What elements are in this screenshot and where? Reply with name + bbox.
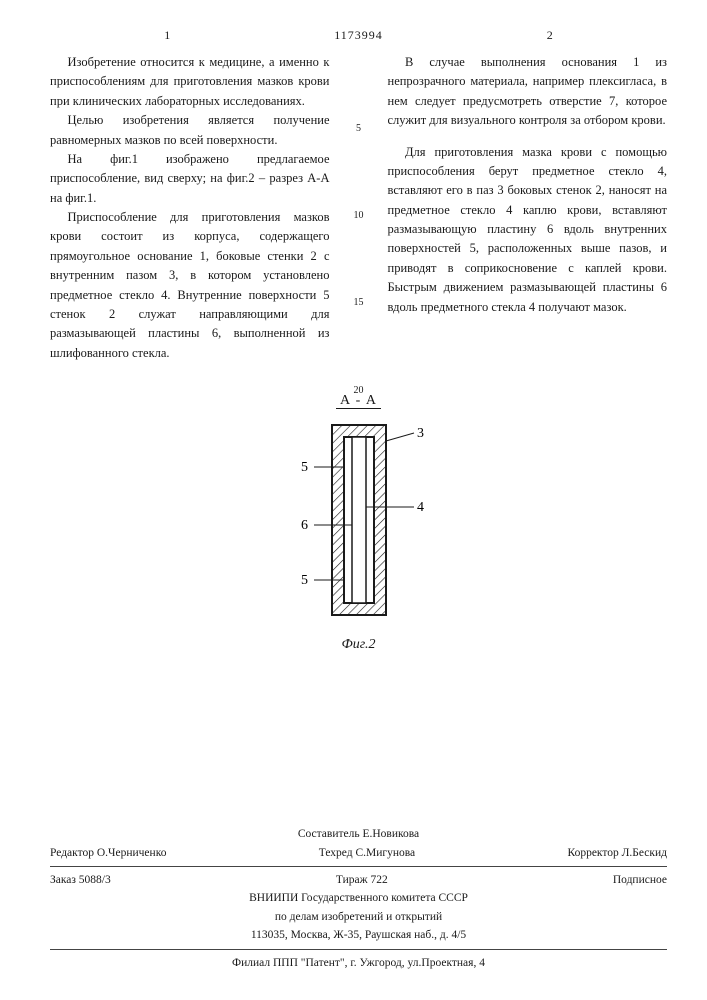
col-num-left: 1 xyxy=(50,28,284,43)
ref-5b: 5 xyxy=(301,573,308,588)
signed: Подписное xyxy=(613,871,667,889)
org-line1: ВНИИПИ Государственного комитета СССР xyxy=(50,889,667,907)
line-num: 20 xyxy=(348,383,370,399)
para: Для приготовления мазка крови с помощью … xyxy=(388,143,668,317)
print-row: Заказ 5088/3 Тираж 722 Подписное xyxy=(50,871,667,889)
figure-caption: Фиг.2 xyxy=(50,637,667,653)
order-no: Заказ 5088/3 xyxy=(50,871,111,889)
ref-4: 4 xyxy=(417,500,424,515)
line-num: 5 xyxy=(348,121,370,137)
divider xyxy=(50,866,667,867)
para: На фиг.1 изображено предлагаемое приспос… xyxy=(50,150,330,208)
line-num: 15 xyxy=(348,295,370,311)
editor: Редактор О.Черниченко xyxy=(50,844,166,862)
line-number-gutter: 5 10 15 20 xyxy=(348,53,370,363)
line-num: 10 xyxy=(348,208,370,224)
page: 1 1173994 2 Изобретение относится к меди… xyxy=(0,0,707,1000)
left-column: Изобретение относится к медицине, а имен… xyxy=(50,53,330,363)
header: 1 1173994 2 xyxy=(50,28,667,43)
right-column: В случае выполнения основания 1 из непро… xyxy=(388,53,668,363)
print-run: Тираж 722 xyxy=(336,871,388,889)
ref-3: 3 xyxy=(417,426,424,441)
para: Изобретение относится к медицине, а имен… xyxy=(50,53,330,111)
org-line2: по делам изобретений и открытий xyxy=(50,908,667,926)
tech-editor: Техред С.Мигунова xyxy=(319,844,415,862)
footer: Составитель Е.Новикова Редактор О.Чернич… xyxy=(50,825,667,972)
ref-6: 6 xyxy=(301,518,308,533)
figure: А - А 3 5 4 6 5 Фиг. xyxy=(50,393,667,653)
compiler: Составитель Е.Новикова xyxy=(50,825,667,843)
para: Целью изобретения является получение рав… xyxy=(50,111,330,150)
figure-svg: 3 5 4 6 5 xyxy=(284,415,434,625)
col-num-right: 2 xyxy=(433,28,667,43)
corrector: Корректор Л.Бескид xyxy=(567,844,667,862)
patent-number: 1173994 xyxy=(284,28,432,43)
address: 113035, Москва, Ж-35, Раушская наб., д. … xyxy=(50,926,667,944)
para: В случае выполнения основания 1 из непро… xyxy=(388,53,668,131)
branch-address: Филиал ППП "Патент", г. Ужгород, ул.Прое… xyxy=(50,954,667,972)
credits-row: Редактор О.Черниченко Техред С.Мигунова … xyxy=(50,844,667,862)
body-columns: Изобретение относится к медицине, а имен… xyxy=(50,53,667,363)
divider xyxy=(50,949,667,950)
ref-5a: 5 xyxy=(301,460,308,475)
para: Приспособление для приготовления мазков … xyxy=(50,208,330,363)
